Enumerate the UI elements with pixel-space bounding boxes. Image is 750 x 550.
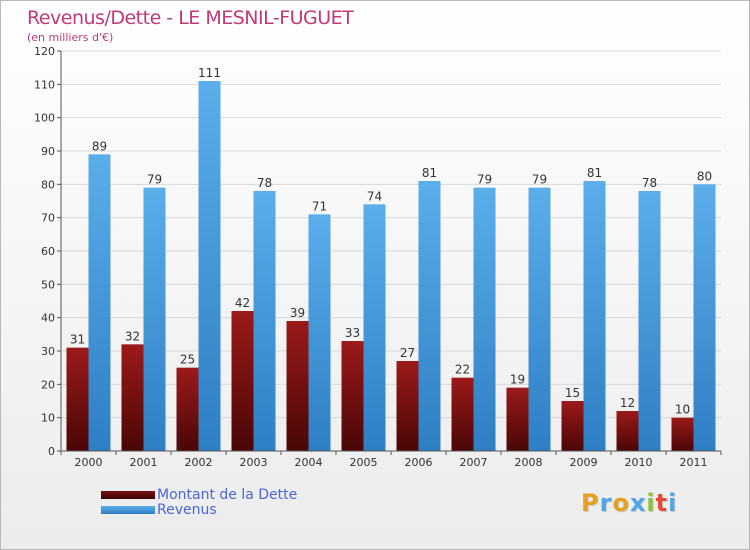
legend-item-revenus: Revenus bbox=[101, 501, 297, 518]
proxiti-logo: Proxiti bbox=[581, 489, 677, 517]
data-label-revenus: 89 bbox=[92, 139, 107, 153]
logo-letter: o bbox=[612, 489, 630, 517]
bar-debt bbox=[396, 361, 419, 451]
x-tick-label: 2008 bbox=[515, 456, 543, 469]
x-tick-label: 2006 bbox=[405, 456, 433, 469]
bar-revenus bbox=[693, 184, 716, 452]
data-label-debt: 12 bbox=[620, 396, 635, 410]
data-label-debt: 10 bbox=[675, 403, 690, 417]
bar-debt bbox=[451, 377, 474, 451]
bar-revenus bbox=[418, 181, 441, 451]
bar-revenus bbox=[308, 214, 331, 451]
data-label-revenus: 78 bbox=[642, 176, 657, 190]
data-label-revenus: 111 bbox=[198, 66, 221, 80]
data-label-debt: 19 bbox=[510, 373, 525, 387]
y-tick-label: 100 bbox=[34, 112, 55, 125]
data-label-debt: 31 bbox=[70, 333, 85, 347]
data-label-debt: 22 bbox=[455, 363, 470, 377]
logo-letter: t bbox=[655, 489, 669, 517]
x-tick-label: 2010 bbox=[625, 456, 653, 469]
logo-letter: i bbox=[646, 489, 656, 517]
y-tick-label: 110 bbox=[34, 78, 55, 91]
bar-debt bbox=[341, 341, 364, 451]
data-label-revenus: 74 bbox=[367, 189, 382, 203]
bar-revenus bbox=[143, 187, 166, 451]
x-tick-label: 2004 bbox=[295, 456, 323, 469]
legend-swatch-revenus bbox=[101, 505, 155, 514]
y-tick-label: 80 bbox=[41, 178, 55, 191]
legend-label-debt: Montant de la Dette bbox=[157, 486, 298, 503]
chart-subtitle: (en milliers d'€) bbox=[27, 31, 114, 44]
bar-debt bbox=[231, 311, 254, 451]
data-label-revenus: 79 bbox=[532, 173, 547, 187]
x-tick-label: 2011 bbox=[680, 456, 708, 469]
legend-item-debt: Montant de la Dette bbox=[101, 486, 298, 503]
data-label-debt: 39 bbox=[290, 306, 305, 320]
y-tick-label: 70 bbox=[41, 212, 55, 225]
bar-debt bbox=[176, 367, 199, 451]
bar-debt bbox=[561, 401, 584, 451]
x-tick-label: 2000 bbox=[75, 456, 103, 469]
y-tick-label: 40 bbox=[41, 312, 55, 325]
data-label-revenus: 81 bbox=[422, 166, 437, 180]
logo-letter: x bbox=[629, 489, 647, 517]
data-label-debt: 33 bbox=[345, 326, 360, 340]
y-tick-label: 30 bbox=[41, 345, 55, 358]
x-tick-label: 2003 bbox=[240, 456, 268, 469]
bar-revenus bbox=[363, 204, 386, 451]
data-label-debt: 27 bbox=[400, 346, 415, 360]
chart-title: Revenus/Dette - LE MESNIL-FUGUET bbox=[27, 7, 354, 29]
bar-revenus bbox=[473, 187, 496, 451]
logo-letter: i bbox=[668, 489, 678, 517]
y-tick-label: 120 bbox=[34, 45, 55, 58]
bar-debt bbox=[286, 321, 309, 451]
legend-swatch-debt bbox=[101, 490, 155, 499]
data-label-debt: 15 bbox=[565, 386, 580, 400]
data-label-revenus: 78 bbox=[257, 176, 272, 190]
data-label-debt: 32 bbox=[125, 329, 140, 343]
legend-label-revenus: Revenus bbox=[157, 501, 217, 518]
bar-revenus bbox=[638, 191, 661, 451]
x-tick-label: 2007 bbox=[460, 456, 488, 469]
data-label-revenus: 79 bbox=[477, 173, 492, 187]
legend: Montant de la Dette Revenus bbox=[101, 486, 298, 518]
bar-revenus bbox=[88, 154, 111, 452]
bar-debt bbox=[121, 344, 144, 451]
y-tick-label: 20 bbox=[41, 378, 55, 391]
bar-debt bbox=[506, 387, 529, 451]
logo-letter: r bbox=[599, 489, 613, 517]
data-label-debt: 42 bbox=[235, 296, 250, 310]
x-tick-label: 2002 bbox=[185, 456, 213, 469]
y-tick-label: 0 bbox=[48, 445, 55, 458]
x-tick-label: 2001 bbox=[130, 456, 158, 469]
bar-debt bbox=[671, 417, 694, 451]
x-tick-label: 2005 bbox=[350, 456, 378, 469]
y-tick-label: 10 bbox=[41, 412, 55, 425]
data-label-revenus: 71 bbox=[312, 199, 327, 213]
y-tick-label: 50 bbox=[41, 278, 55, 291]
bar-revenus bbox=[583, 181, 606, 451]
data-label-revenus: 80 bbox=[697, 169, 712, 183]
bar-revenus bbox=[253, 191, 276, 451]
data-label-debt: 25 bbox=[180, 353, 195, 367]
bar-revenus bbox=[198, 81, 221, 451]
x-tick-label: 2009 bbox=[570, 456, 598, 469]
bar-debt bbox=[616, 411, 639, 451]
logo-letter: P bbox=[581, 489, 600, 517]
data-label-revenus: 81 bbox=[587, 166, 602, 180]
bar-revenus bbox=[528, 187, 551, 451]
data-label-revenus: 79 bbox=[147, 173, 162, 187]
bar-debt bbox=[66, 347, 89, 451]
y-tick-label: 60 bbox=[41, 245, 55, 258]
y-tick-label: 90 bbox=[41, 145, 55, 158]
